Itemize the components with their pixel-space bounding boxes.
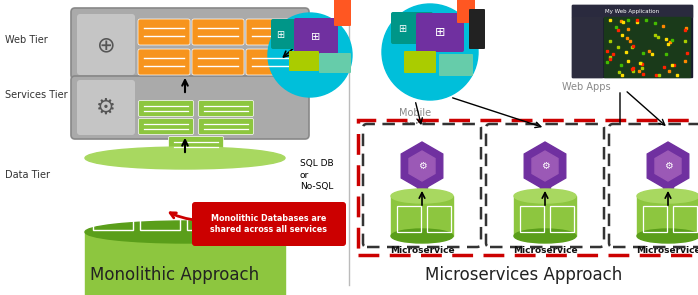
FancyBboxPatch shape [319,53,351,73]
Bar [391,196,453,236]
Text: Microservice: Microservice [389,246,454,255]
FancyBboxPatch shape [404,51,436,73]
Bar [427,206,451,232]
FancyBboxPatch shape [294,18,338,54]
Bar [397,206,421,232]
FancyBboxPatch shape [77,14,135,75]
Text: Monolithic Approach: Monolithic Approach [91,266,260,284]
Bar [572,17,602,77]
Bar [514,196,576,236]
FancyBboxPatch shape [391,12,433,44]
FancyBboxPatch shape [271,19,310,49]
Bar [643,206,667,232]
Bar [637,196,698,236]
Text: ⚙: ⚙ [541,161,549,171]
Circle shape [268,13,352,97]
Bar [93,208,133,230]
Bar [550,206,574,232]
FancyBboxPatch shape [71,76,309,139]
Text: ⊕: ⊕ [97,35,115,55]
Bar [572,5,692,77]
FancyBboxPatch shape [486,124,604,247]
Ellipse shape [637,189,698,203]
Bar [140,208,180,230]
Bar [540,178,550,188]
Ellipse shape [637,229,698,243]
FancyBboxPatch shape [168,137,223,153]
Bar [604,17,690,77]
Bar [234,176,274,198]
FancyBboxPatch shape [416,13,464,52]
Text: Microservices Approach: Microservices Approach [425,266,623,284]
Text: Mobile
apps: Mobile apps [399,108,431,130]
Text: My Web Application: My Web Application [605,9,659,14]
FancyBboxPatch shape [246,49,298,75]
Bar [673,206,697,232]
Text: Microservice: Microservice [513,246,577,255]
Polygon shape [524,142,566,190]
FancyBboxPatch shape [138,119,193,135]
Text: Web Tier: Web Tier [5,35,47,45]
Bar [85,232,285,295]
Ellipse shape [514,229,576,243]
FancyBboxPatch shape [198,101,253,117]
Text: SQL DB
or
No-SQL: SQL DB or No-SQL [300,159,334,191]
Text: ⚙: ⚙ [96,98,116,118]
FancyBboxPatch shape [138,19,190,45]
Text: ⚙: ⚙ [417,161,426,171]
Ellipse shape [391,229,453,243]
FancyBboxPatch shape [138,49,190,75]
Polygon shape [647,142,689,190]
FancyBboxPatch shape [77,80,135,135]
Bar [140,176,180,198]
Text: Services Tier: Services Tier [5,90,68,100]
Polygon shape [655,151,681,181]
FancyBboxPatch shape [138,101,193,117]
Polygon shape [532,151,558,181]
FancyBboxPatch shape [198,119,253,135]
Polygon shape [409,151,435,181]
Text: ⚙: ⚙ [664,161,672,171]
FancyBboxPatch shape [439,54,473,76]
Text: ⊞: ⊞ [435,27,445,40]
FancyBboxPatch shape [192,49,244,75]
Text: ⊞: ⊞ [398,24,406,34]
Text: Data Tier: Data Tier [5,170,50,180]
FancyBboxPatch shape [363,124,481,247]
Polygon shape [401,142,443,190]
FancyBboxPatch shape [289,51,319,71]
FancyBboxPatch shape [192,19,244,45]
Text: Monolithic Databases are
shared across all services: Monolithic Databases are shared across a… [211,214,327,234]
FancyBboxPatch shape [609,124,698,247]
Text: Microservice: Microservice [636,246,698,255]
Ellipse shape [514,189,576,203]
Bar [572,5,692,17]
FancyBboxPatch shape [457,0,475,23]
FancyBboxPatch shape [71,8,309,79]
Text: ⊞: ⊞ [276,30,284,40]
FancyBboxPatch shape [246,19,298,45]
Ellipse shape [391,189,453,203]
Bar [417,178,427,188]
Bar [93,176,133,198]
Bar [663,178,673,188]
Bar [234,208,274,230]
Ellipse shape [85,221,285,243]
Circle shape [382,4,478,100]
Text: ⊞: ⊞ [311,32,320,42]
Ellipse shape [85,147,285,169]
FancyBboxPatch shape [469,9,485,49]
Bar [187,208,227,230]
Bar [520,206,544,232]
FancyBboxPatch shape [334,0,351,26]
Text: Web Apps: Web Apps [562,82,611,92]
Bar [187,176,227,198]
FancyBboxPatch shape [192,202,346,246]
